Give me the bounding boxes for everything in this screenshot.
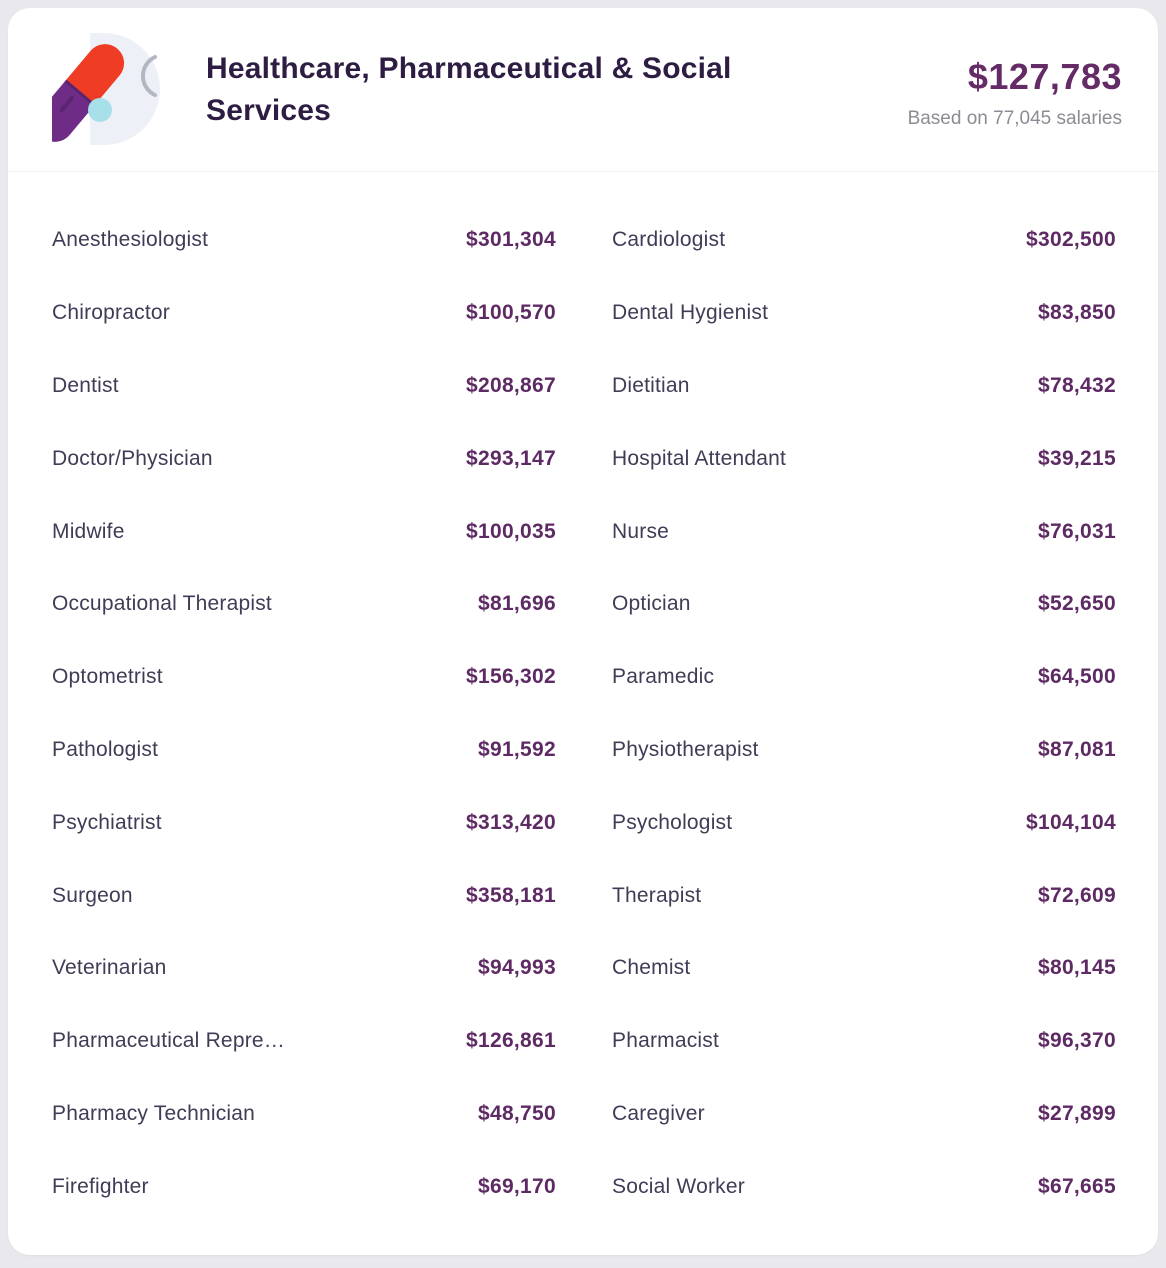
job-title: Therapist (612, 883, 702, 907)
salary-row[interactable]: Hospital Attendant $39,215 (612, 422, 1116, 495)
salary-row[interactable]: Dietitian $78,432 (612, 350, 1116, 423)
job-salary: $76,031 (1037, 519, 1116, 543)
job-salary: $301,304 (466, 228, 556, 252)
job-salary: $104,104 (1026, 810, 1116, 834)
job-salary: $313,420 (466, 810, 556, 834)
salary-row[interactable]: Paramedic $64,500 (612, 641, 1116, 714)
job-title: Dietitian (612, 373, 690, 397)
salary-row[interactable]: Social Worker $67,665 (612, 1150, 1116, 1223)
salary-row[interactable]: Psychologist $104,104 (612, 786, 1116, 859)
header-summary: $127,783 Based on 77,045 salaries (908, 50, 1122, 130)
job-title: Nurse (612, 519, 670, 543)
category-salary-card: Healthcare, Pharmaceutical & Social Serv… (8, 8, 1158, 1255)
job-salary: $72,609 (1037, 883, 1116, 907)
category-title: Healthcare, Pharmaceutical & Social Serv… (206, 51, 732, 127)
job-salary: $208,867 (466, 373, 556, 397)
job-title: Caregiver (612, 1101, 705, 1125)
job-salary: $358,181 (466, 883, 556, 907)
job-title: Midwife (52, 519, 125, 543)
job-title: Occupational Therapist (52, 592, 272, 616)
salary-row[interactable]: Optometrist $156,302 (52, 641, 556, 714)
job-salary: $293,147 (466, 446, 556, 470)
job-title: Cardiologist (612, 228, 726, 252)
salary-row[interactable]: Firefighter $69,170 (52, 1150, 556, 1223)
based-on-salaries-label: Based on 77,045 salaries (907, 107, 1122, 129)
salary-row[interactable]: Chemist $80,145 (612, 932, 1116, 1005)
salary-column-left: Anesthesiologist $301,304 Chiropractor $100… (52, 204, 556, 1223)
job-salary: $69,170 (477, 1174, 556, 1198)
job-title: Chemist (612, 956, 691, 980)
salary-row[interactable]: Surgeon $358,181 (52, 859, 556, 932)
salary-row[interactable]: Cardiologist $302,500 (612, 204, 1116, 277)
job-title: Firefighter (52, 1174, 149, 1198)
salary-row[interactable]: Optician $52,650 (612, 568, 1116, 641)
job-salary: $156,302 (466, 665, 556, 689)
job-salary: $81,696 (477, 592, 556, 616)
salary-row[interactable]: Anesthesiologist $301,304 (52, 204, 556, 277)
job-title: Hospital Attendant (612, 446, 787, 470)
salary-row[interactable]: Caregiver $27,899 (612, 1078, 1116, 1151)
job-salary: $100,570 (466, 301, 556, 325)
salary-row[interactable]: Pharmacy Technician $48,750 (52, 1078, 556, 1151)
job-title: Psychologist (612, 810, 733, 834)
job-salary: $302,500 (1026, 228, 1116, 252)
salary-row[interactable]: Dental Hygienist $83,850 (612, 277, 1116, 350)
average-salary-value: $127,783 (967, 55, 1122, 97)
job-title: Veterinarian (52, 956, 167, 980)
job-title: Pharmaceutical Repre… (52, 1029, 285, 1053)
salary-row[interactable]: Midwife $100,035 (52, 495, 556, 568)
job-title: Dental Hygienist (612, 301, 769, 325)
pill-capsule-icon-svg (35, 32, 160, 145)
job-title: Psychiatrist (52, 810, 162, 834)
salary-row[interactable]: Psychiatrist $313,420 (52, 786, 556, 859)
job-salary: $126,861 (466, 1029, 556, 1053)
job-title: Anesthesiologist (52, 228, 209, 252)
job-salary: $39,215 (1037, 446, 1116, 470)
job-title: Optician (612, 592, 691, 616)
job-salary: $94,993 (477, 956, 556, 980)
salary-row[interactable]: Pharmaceutical Repre… $126,861 (52, 1005, 556, 1078)
salary-row[interactable]: Doctor/Physician $293,147 (52, 422, 556, 495)
salary-row[interactable]: Veterinarian $94,993 (52, 932, 556, 1005)
job-salary: $52,650 (1037, 592, 1116, 616)
job-title: Pharmacy Technician (52, 1101, 256, 1125)
job-title: Surgeon (52, 883, 133, 907)
job-salary: $87,081 (1037, 737, 1116, 761)
salary-row[interactable]: Therapist $72,609 (612, 859, 1116, 932)
job-salary: $78,432 (1037, 373, 1116, 397)
job-title: Physiotherapist (612, 737, 759, 761)
salary-row[interactable]: Occupational Therapist $81,696 (52, 568, 556, 641)
salary-row[interactable]: Chiropractor $100,570 (52, 277, 556, 350)
job-title: Social Worker (612, 1174, 745, 1198)
job-salary: $48,750 (477, 1101, 556, 1125)
job-salary: $91,592 (477, 737, 556, 761)
salary-row[interactable]: Pathologist $91,592 (52, 714, 556, 787)
salary-grid: Anesthesiologist $301,304 Chiropractor $100… (8, 172, 1158, 1223)
job-salary: $67,665 (1037, 1174, 1116, 1198)
salary-row[interactable]: Pharmacist $96,370 (612, 1005, 1116, 1078)
job-title: Optometrist (52, 665, 163, 689)
job-salary: $100,035 (466, 519, 556, 543)
job-title: Paramedic (612, 665, 715, 689)
salary-row[interactable]: Dentist $208,867 (52, 350, 556, 423)
salary-row[interactable]: Physiotherapist $87,081 (612, 714, 1116, 787)
job-salary: $83,850 (1037, 301, 1116, 325)
salary-column-right: Cardiologist $302,500 Dental Hygienist $83,… (612, 204, 1116, 1223)
salary-row[interactable]: Nurse $76,031 (612, 495, 1116, 568)
job-title: Chiropractor (52, 301, 170, 325)
job-title: Pathologist (52, 737, 159, 761)
job-salary: $96,370 (1037, 1029, 1116, 1053)
job-salary: $80,145 (1037, 956, 1116, 980)
job-title: Doctor/Physician (52, 446, 213, 470)
job-salary: $27,899 (1037, 1101, 1116, 1125)
pill-capsule-icon (35, 31, 204, 149)
card-header: Healthcare, Pharmaceutical & Social Serv… (8, 8, 1158, 172)
job-title: Pharmacist (612, 1029, 720, 1053)
job-salary: $64,500 (1037, 665, 1116, 689)
job-title: Dentist (52, 373, 119, 397)
